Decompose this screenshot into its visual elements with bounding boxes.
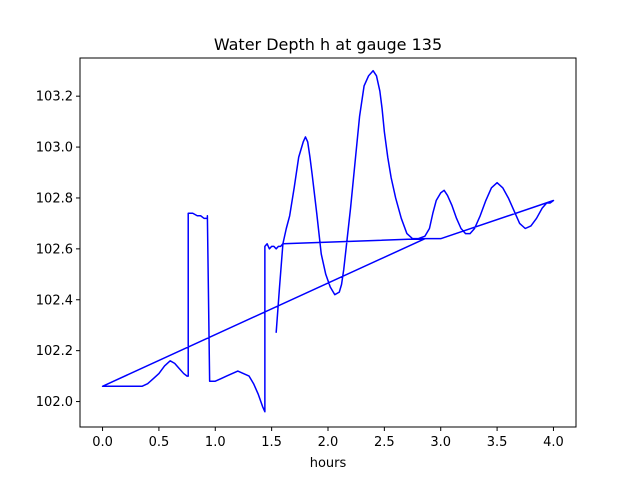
x-axis-label: hours [310, 456, 347, 471]
x-tick-label: 1.5 [261, 435, 282, 450]
y-tick-label: 102.0 [36, 395, 73, 410]
x-tick-label: 1.0 [205, 435, 226, 450]
x-tick-label: 0.0 [92, 435, 113, 450]
x-axis: 0.0 0.5 1.0 1.5 2.0 2.5 3.0 3.5 4.0 [92, 427, 564, 450]
chart-title: Water Depth h at gauge 135 [214, 35, 442, 54]
x-tick-label: 4.0 [543, 435, 564, 450]
y-tick-label: 102.8 [36, 191, 73, 206]
y-tick-label: 103.2 [36, 90, 73, 105]
y-tick-label: 102.2 [36, 344, 73, 359]
y-axis: 102.0 102.2 102.4 102.6 102.8 103.0 103.2 [36, 90, 80, 410]
x-tick-label: 3.0 [430, 435, 451, 450]
x-tick-label: 2.0 [318, 435, 339, 450]
x-tick-label: 2.5 [374, 435, 395, 450]
x-tick-label: 0.5 [149, 435, 170, 450]
x-tick-label: 3.5 [487, 435, 508, 450]
y-tick-label: 102.4 [36, 293, 73, 308]
series-line [101, 69, 555, 413]
y-tick-label: 102.6 [36, 242, 73, 257]
y-tick-label: 103.0 [36, 141, 73, 156]
